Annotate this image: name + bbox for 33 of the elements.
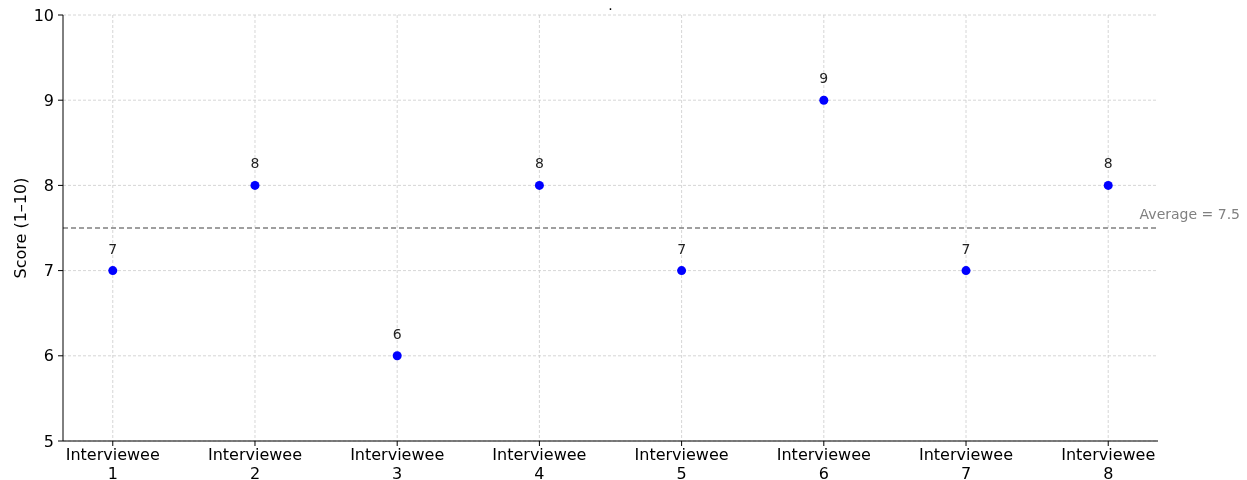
- point: [534, 180, 544, 190]
- y-tick-label: 10: [33, 5, 54, 25]
- point: [250, 180, 260, 190]
- data-label: 7: [677, 240, 687, 257]
- ref-line-label: Average = 7.5: [1139, 206, 1240, 222]
- point: [108, 266, 118, 276]
- data-label: 8: [534, 155, 544, 172]
- chart-title: .: [608, 0, 613, 13]
- data-label: 8: [250, 155, 260, 172]
- point: [961, 266, 971, 276]
- x-tick-label: Interviewee 7: [918, 445, 1014, 480]
- x-tick-label: Interviewee 5: [634, 445, 729, 480]
- y-tick-label: 6: [43, 346, 54, 366]
- data-label: 7: [108, 240, 118, 257]
- y-tick-label: 9: [43, 90, 54, 110]
- x-tick-label: Interviewee 1: [65, 445, 160, 480]
- y-axis-title: Score (1–10): [11, 177, 30, 279]
- x-tick-label: Interviewee 3: [350, 445, 445, 480]
- data-label: 8: [1103, 155, 1113, 172]
- data-label: 7: [961, 240, 971, 257]
- x-tick-label: Interviewee 8: [1061, 445, 1156, 480]
- x-tick-label: Interviewee 2: [207, 445, 303, 480]
- x-tick-label: Interviewee 4: [492, 445, 587, 480]
- data-label: 9: [819, 70, 829, 87]
- y-tick-label: 7: [43, 261, 54, 281]
- data-label: 6: [392, 325, 402, 342]
- y-tick-label: 5: [43, 431, 54, 451]
- point: [819, 95, 829, 105]
- x-tick-label: Interviewee 6: [776, 445, 871, 480]
- y-tick-label: 8: [43, 176, 54, 195]
- point: [1103, 180, 1113, 190]
- point: [392, 351, 402, 361]
- point: [677, 266, 687, 276]
